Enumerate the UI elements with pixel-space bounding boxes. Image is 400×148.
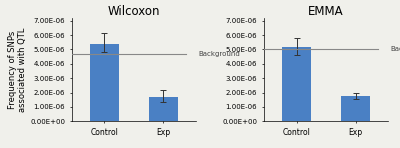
Title: EMMA: EMMA — [308, 5, 344, 18]
Title: Wilcoxon: Wilcoxon — [108, 5, 160, 18]
Text: Background: Background — [198, 52, 240, 57]
Bar — [149, 97, 178, 121]
Bar — [341, 96, 370, 121]
Bar — [90, 44, 119, 121]
Text: Background: Background — [390, 46, 400, 52]
Y-axis label: Frequency of SNPs
associated with QTL: Frequency of SNPs associated with QTL — [8, 27, 27, 112]
Bar — [282, 47, 311, 121]
